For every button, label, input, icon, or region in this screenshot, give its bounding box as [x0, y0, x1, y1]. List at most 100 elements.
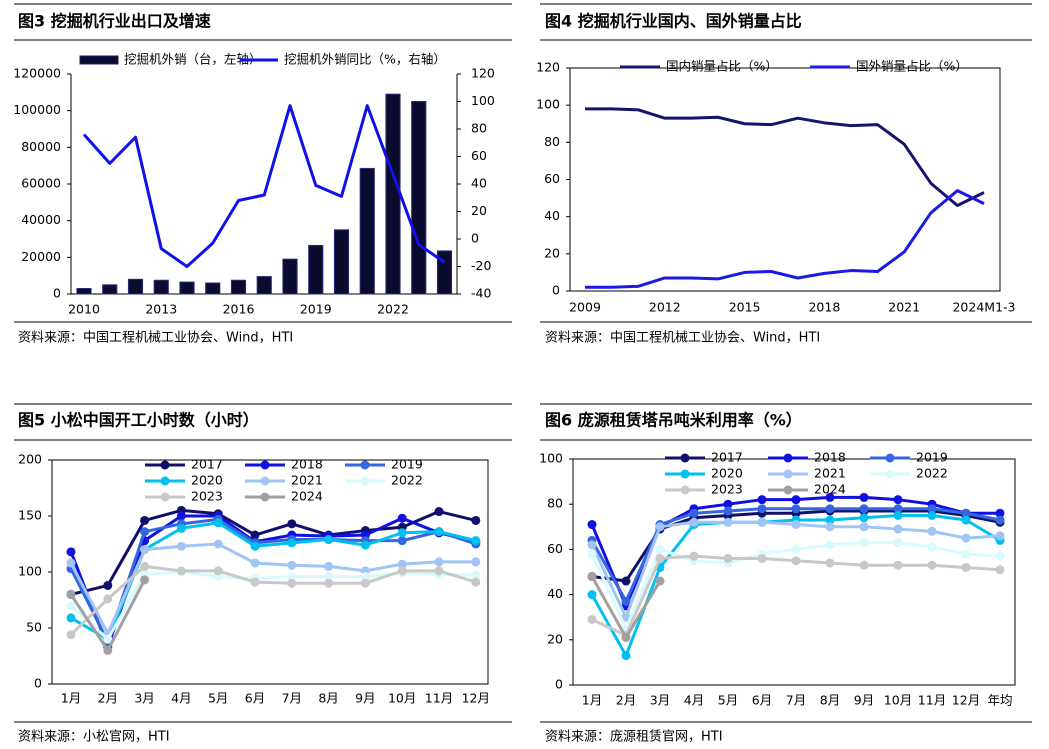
legend-marker [680, 469, 690, 479]
legend-marker [783, 469, 793, 479]
x-tick-label: 2015 [729, 300, 761, 315]
y-tick-label: 40 [547, 586, 563, 601]
point [397, 566, 407, 576]
source: 资料来源：中国工程机械工业协会、Wind，HTI [545, 331, 820, 346]
legend-label: 2021 [814, 466, 846, 481]
point [689, 551, 699, 561]
legend-marker [260, 476, 270, 486]
point [324, 535, 334, 545]
legend-label: 2023 [711, 482, 743, 497]
point [213, 518, 223, 528]
series-line [70, 508, 477, 596]
x-tick-label: 8月 [318, 691, 338, 706]
point [287, 538, 297, 548]
point [140, 527, 150, 537]
x-tick-label: 9月 [854, 693, 874, 708]
point [961, 533, 971, 543]
point [471, 515, 481, 525]
point [655, 544, 665, 554]
y-tick-label: 60000 [21, 176, 61, 191]
bar [385, 93, 401, 295]
point [621, 651, 631, 661]
legend-marker [680, 485, 690, 495]
point [434, 527, 444, 537]
bar [153, 279, 169, 295]
legend-label: 2022 [916, 466, 948, 481]
point [287, 571, 297, 581]
y-tick-label: 20 [547, 631, 563, 646]
y2-tick-label: 120 [471, 66, 495, 81]
y-tick-label: 0 [555, 677, 563, 692]
x-tick-label: 3月 [650, 693, 670, 708]
point [961, 562, 971, 572]
series-line [69, 542, 476, 636]
point [961, 508, 971, 518]
series-line [585, 107, 985, 208]
point [587, 614, 597, 624]
point [859, 504, 869, 514]
x-tick-label: 2013 [145, 302, 177, 317]
bar [230, 279, 247, 295]
point [859, 560, 869, 570]
point [859, 538, 869, 548]
point [66, 630, 76, 640]
x-tick-label: 2012 [649, 300, 681, 315]
legend-label: 2018 [814, 450, 846, 465]
point [587, 549, 597, 559]
y-tick-label: 120 [536, 60, 560, 75]
point [961, 515, 971, 525]
point [927, 504, 937, 514]
x-tick-label: 12月 [952, 693, 980, 708]
point [434, 557, 444, 567]
point [893, 524, 903, 534]
legend-label: 国内销量占比（%） [666, 59, 778, 74]
series-line [585, 189, 985, 289]
source: 资料来源：庞源租赁官网，HTI [545, 729, 723, 745]
legend-marker [360, 460, 370, 470]
x-tick-label: 10月 [884, 693, 912, 708]
y-tick-label: 150 [18, 508, 42, 523]
x-tick-label: 7月 [282, 691, 302, 706]
x-tick-label: 2021 [888, 300, 920, 315]
point [927, 542, 937, 552]
point [140, 575, 150, 585]
point [397, 513, 407, 523]
y-tick-label: 50 [26, 620, 42, 635]
x-tick-label: 9月 [355, 691, 375, 706]
point [825, 515, 835, 525]
point [689, 517, 699, 527]
point [859, 513, 869, 523]
point [621, 576, 631, 586]
point [587, 590, 597, 600]
source: 资料来源：中国工程机械工业协会、Wind，HTI [18, 331, 293, 346]
chart-title: 图5 小松中国开工小时数（小时） [18, 411, 259, 430]
legend-label: 2020 [711, 466, 743, 481]
x-tick-label: 5月 [208, 691, 228, 706]
source: 资料来源：小松官网，HTI [18, 729, 170, 745]
series-line [82, 104, 446, 268]
x-tick-label: 1月 [61, 691, 81, 706]
legend-label: 2017 [711, 450, 743, 465]
legend-label: 2021 [291, 473, 323, 488]
x-tick-label: 12月 [462, 691, 490, 706]
point [140, 561, 150, 571]
legend-marker [680, 453, 690, 463]
legend-marker [260, 492, 270, 502]
legend-marker [360, 476, 370, 486]
y2-tick-label: -40 [471, 286, 491, 301]
point [825, 558, 835, 568]
y2-tick-label: 60 [471, 148, 487, 163]
point [893, 495, 903, 505]
legend-marker [160, 492, 170, 502]
point [103, 580, 113, 590]
series-line [69, 570, 476, 641]
x-tick-label: 5月 [718, 693, 738, 708]
legend-marker [260, 460, 270, 470]
point [791, 556, 801, 566]
point [176, 566, 186, 576]
point [397, 536, 407, 546]
y2-tick-label: 100 [471, 93, 495, 108]
y-tick-label: 80 [547, 496, 563, 511]
x-tick-label: 3月 [134, 691, 154, 706]
y-tick-label: 80 [544, 134, 560, 149]
